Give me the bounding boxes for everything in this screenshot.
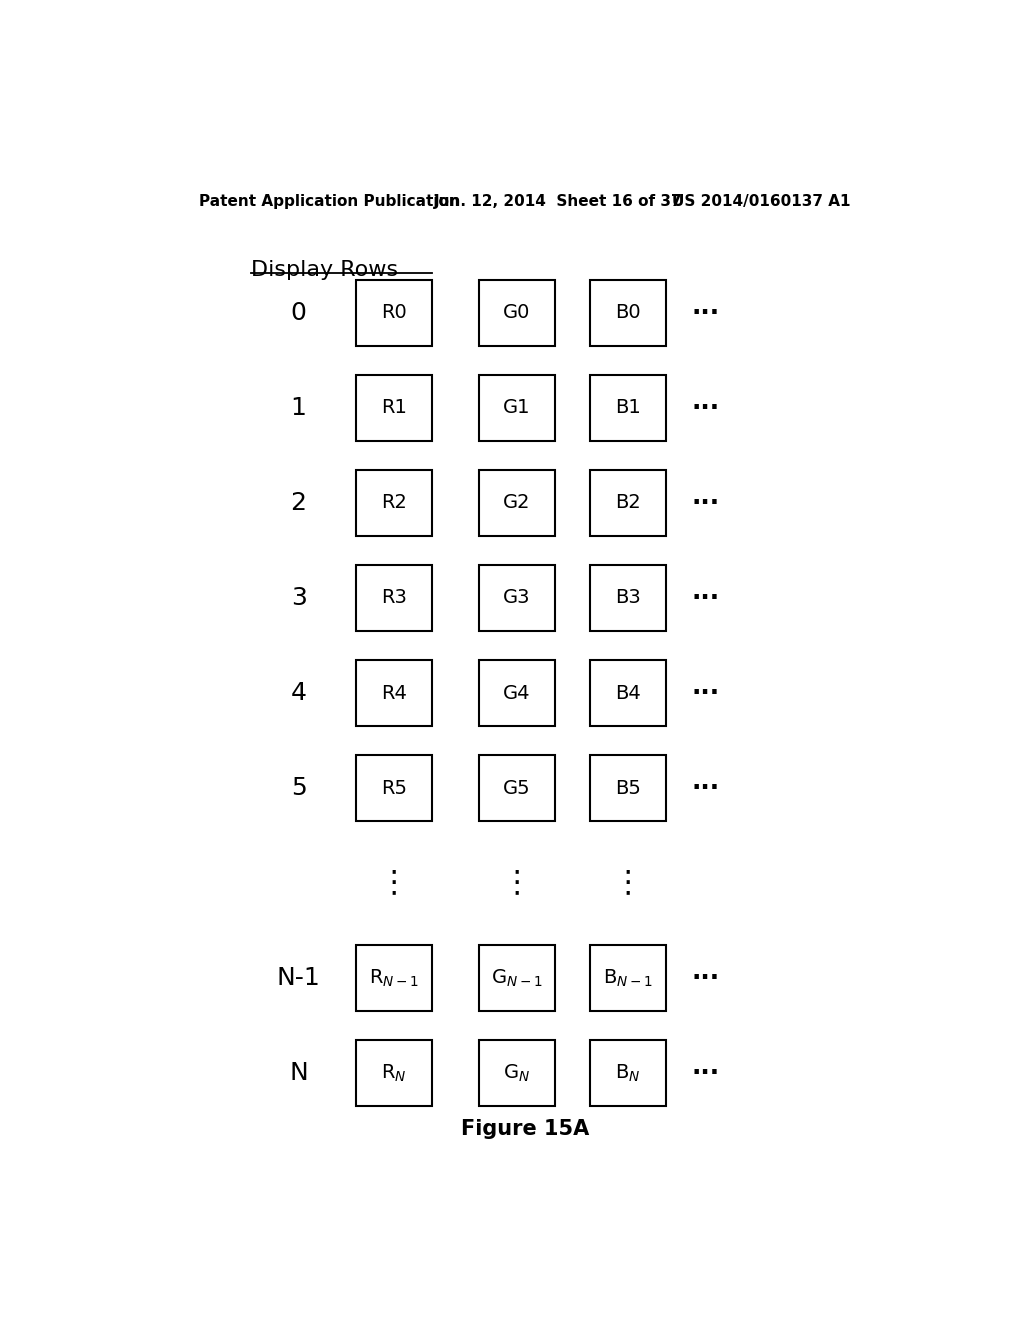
Text: $\mathrm{G}_{N-1}$: $\mathrm{G}_{N-1}$ <box>492 968 543 989</box>
Text: N: N <box>289 1061 308 1085</box>
Text: ···: ··· <box>691 491 720 515</box>
Text: G0: G0 <box>503 304 530 322</box>
Text: ⋮: ⋮ <box>502 869 532 898</box>
Text: Jun. 12, 2014  Sheet 16 of 37: Jun. 12, 2014 Sheet 16 of 37 <box>433 194 682 209</box>
FancyBboxPatch shape <box>356 945 431 1011</box>
Text: Figure 15A: Figure 15A <box>461 1119 589 1139</box>
Text: $\mathrm{G}_{N}$: $\mathrm{G}_{N}$ <box>504 1063 530 1084</box>
Text: N-1: N-1 <box>276 966 321 990</box>
Text: US 2014/0160137 A1: US 2014/0160137 A1 <box>672 194 850 209</box>
FancyBboxPatch shape <box>356 375 431 441</box>
Text: B2: B2 <box>615 494 641 512</box>
Text: ⋮: ⋮ <box>612 869 643 898</box>
Text: ···: ··· <box>691 301 720 325</box>
Text: 0: 0 <box>291 301 306 325</box>
FancyBboxPatch shape <box>356 470 431 536</box>
Text: R3: R3 <box>381 589 407 607</box>
Text: B3: B3 <box>615 589 641 607</box>
FancyBboxPatch shape <box>479 375 555 441</box>
FancyBboxPatch shape <box>479 280 555 346</box>
FancyBboxPatch shape <box>590 755 666 821</box>
FancyBboxPatch shape <box>479 1040 555 1106</box>
Text: ⋮: ⋮ <box>379 869 410 898</box>
Text: R0: R0 <box>381 304 407 322</box>
Text: 3: 3 <box>291 586 306 610</box>
Text: B4: B4 <box>615 684 641 702</box>
Text: 1: 1 <box>291 396 306 420</box>
FancyBboxPatch shape <box>590 470 666 536</box>
FancyBboxPatch shape <box>590 660 666 726</box>
FancyBboxPatch shape <box>479 755 555 821</box>
Text: ···: ··· <box>691 966 720 990</box>
FancyBboxPatch shape <box>356 755 431 821</box>
Text: 5: 5 <box>291 776 306 800</box>
Text: B5: B5 <box>615 779 641 797</box>
Text: G5: G5 <box>503 779 530 797</box>
FancyBboxPatch shape <box>590 565 666 631</box>
Text: R4: R4 <box>381 684 407 702</box>
FancyBboxPatch shape <box>590 280 666 346</box>
Text: 2: 2 <box>291 491 306 515</box>
Text: R5: R5 <box>381 779 407 797</box>
FancyBboxPatch shape <box>356 280 431 346</box>
Text: G4: G4 <box>503 684 530 702</box>
FancyBboxPatch shape <box>590 375 666 441</box>
FancyBboxPatch shape <box>479 945 555 1011</box>
Text: $\mathrm{R}_{N}$: $\mathrm{R}_{N}$ <box>381 1063 407 1084</box>
FancyBboxPatch shape <box>590 1040 666 1106</box>
Text: ···: ··· <box>691 396 720 420</box>
FancyBboxPatch shape <box>479 660 555 726</box>
FancyBboxPatch shape <box>356 565 431 631</box>
Text: $\mathrm{B}_{N-1}$: $\mathrm{B}_{N-1}$ <box>603 968 653 989</box>
Text: $\mathrm{R}_{N-1}$: $\mathrm{R}_{N-1}$ <box>369 968 419 989</box>
FancyBboxPatch shape <box>356 660 431 726</box>
Text: 4: 4 <box>291 681 306 705</box>
FancyBboxPatch shape <box>479 565 555 631</box>
FancyBboxPatch shape <box>356 1040 431 1106</box>
FancyBboxPatch shape <box>590 945 666 1011</box>
Text: ···: ··· <box>691 586 720 610</box>
Text: $\mathrm{B}_{N}$: $\mathrm{B}_{N}$ <box>615 1063 641 1084</box>
Text: G2: G2 <box>503 494 530 512</box>
Text: ···: ··· <box>691 1061 720 1085</box>
Text: ···: ··· <box>691 681 720 705</box>
Text: Display Rows: Display Rows <box>251 260 398 280</box>
FancyBboxPatch shape <box>479 470 555 536</box>
Text: R2: R2 <box>381 494 407 512</box>
Text: G1: G1 <box>503 399 530 417</box>
Text: ···: ··· <box>691 776 720 800</box>
Text: B0: B0 <box>615 304 641 322</box>
Text: B1: B1 <box>615 399 641 417</box>
Text: Patent Application Publication: Patent Application Publication <box>200 194 460 209</box>
Text: G3: G3 <box>503 589 530 607</box>
Text: R1: R1 <box>381 399 407 417</box>
